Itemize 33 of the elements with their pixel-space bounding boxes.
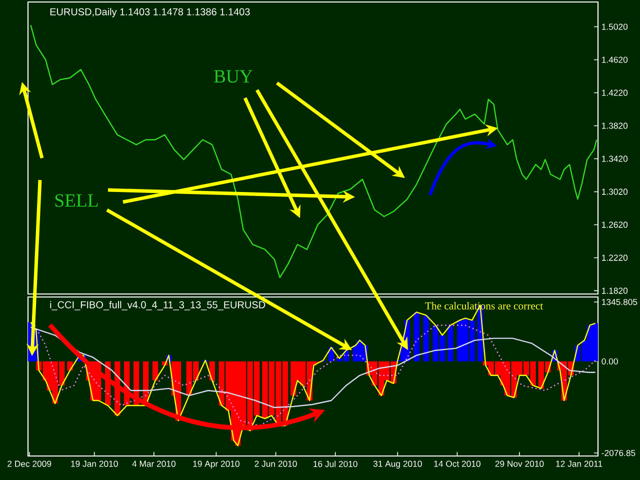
line-series (30, 326, 596, 408)
text: EURUSD,Daily 1.1403 1.1478 1.1386 1.1403 (50, 8, 250, 18)
y-tick-label: 1.1820 (602, 288, 628, 294)
x-tick-label: 2 Jun 2010 (254, 460, 297, 467)
y-tick-label: 1.4620 (602, 56, 628, 63)
bar (448, 325, 454, 362)
y-tick-label: 1.3020 (602, 188, 628, 195)
bar (152, 361, 158, 380)
x-tick-label: 19 Apr 2010 (193, 460, 240, 469)
y-tick-label: 1.5020 (602, 24, 628, 30)
x-tick-label: 31 Aug 2010 (373, 460, 422, 469)
annotation: SELL (55, 194, 98, 207)
x-tick-label: 29 Nov 2010 (495, 460, 544, 467)
y-tick-label: 1.3420 (602, 156, 628, 162)
x-tick-label: 19 Jan 2010 (71, 460, 118, 467)
chart-title: i_CCI_FIBO_full_v4.0_4_11_3_13_55_EURUSD (50, 301, 266, 310)
y-tick-label: 1.4220 (602, 90, 628, 96)
x-tick-label: 14 Oct 2010 (434, 460, 480, 467)
x-tick-label: 12 Jan 2011 (556, 460, 602, 467)
y-tick-label: 1.2220 (602, 254, 628, 261)
bar (423, 315, 429, 362)
y-tick-label: 0.00 (602, 358, 618, 364)
bar (414, 312, 420, 362)
y-tick-label: 1.2620 (602, 222, 628, 228)
x-tick-label: 2 Dec 2009 (8, 460, 52, 467)
y-tick-label: -2076.85 (602, 450, 636, 456)
y-tick-label: 1.3820 (602, 122, 628, 129)
x-tick-label: 4 Mar 2010 (132, 460, 176, 467)
line-series (34, 324, 596, 426)
y-tick-label: 1345.805 (602, 298, 638, 306)
annotation: BUY (214, 70, 252, 83)
annotation: The calculations are correct (425, 302, 544, 310)
x-tick-label: 16 Jul 2010 (314, 460, 358, 468)
